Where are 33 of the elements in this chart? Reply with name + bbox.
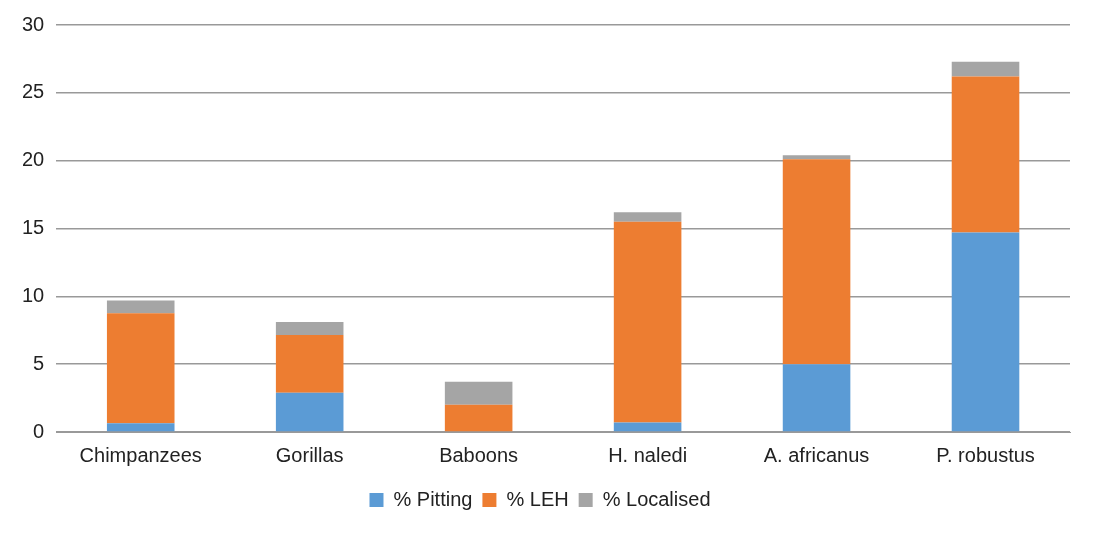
x-tick-label: P. robustus	[936, 443, 1035, 466]
bar	[782, 364, 851, 432]
bar	[444, 404, 513, 432]
y-tick-label: 5	[33, 351, 45, 374]
legend-label: % LEH	[506, 487, 569, 510]
y-tick-label: 10	[22, 283, 45, 306]
bar	[782, 155, 851, 160]
bar	[613, 212, 682, 222]
bar	[106, 423, 175, 432]
bar	[275, 392, 344, 432]
y-tick-label: 15	[22, 216, 45, 239]
legend-label: % Localised	[602, 487, 711, 510]
bar	[951, 76, 1020, 233]
bar	[106, 300, 175, 314]
legend-label: % Pitting	[393, 487, 473, 510]
bar	[275, 322, 344, 335]
y-tick-label: 25	[22, 80, 45, 103]
x-tick-label: Gorillas	[275, 443, 344, 466]
bar	[444, 381, 513, 405]
bar	[782, 159, 851, 365]
y-tick-label: 20	[22, 148, 45, 171]
bar	[951, 61, 1020, 77]
bar	[613, 422, 682, 432]
bar	[106, 313, 175, 424]
bar	[275, 335, 344, 393]
x-tick-label: Baboons	[439, 443, 519, 466]
bar	[613, 221, 682, 423]
y-tick-label: 30	[22, 12, 45, 35]
x-tick-label: A. africanus	[763, 443, 870, 466]
x-tick-label: Chimpanzees	[79, 443, 202, 466]
bar	[951, 232, 1020, 432]
x-tick-label: H. naledi	[608, 443, 688, 466]
y-tick-label: 0	[33, 419, 45, 442]
